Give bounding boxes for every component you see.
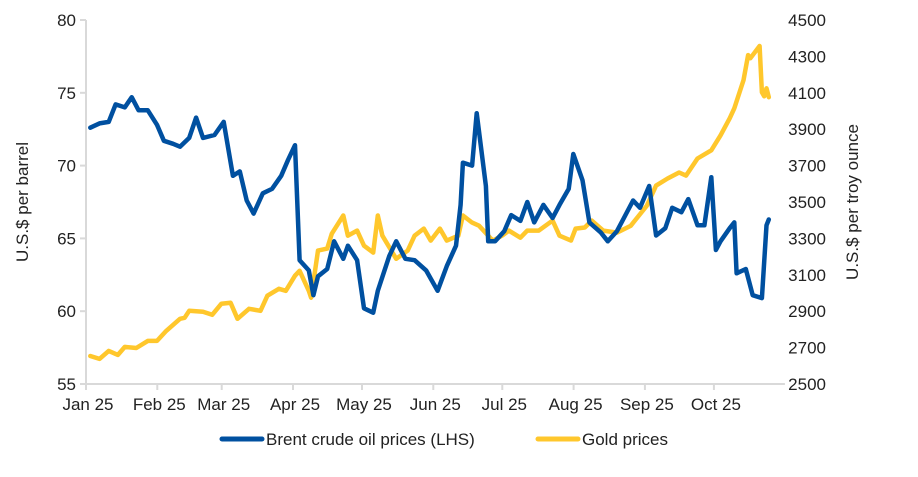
series-line-gold bbox=[88, 43, 772, 362]
y-right-tick-label: 2500 bbox=[788, 375, 826, 394]
y-left-tick-label: 70 bbox=[57, 157, 76, 176]
x-tick-label: Mar 25 bbox=[197, 395, 250, 414]
y-right-tick-label: 3900 bbox=[788, 120, 826, 139]
x-tick-label: May 25 bbox=[336, 395, 392, 414]
series-layer bbox=[88, 43, 772, 362]
y-right-title: U.S.$ per troy ounce bbox=[843, 124, 862, 280]
x-tick-label: Jul 25 bbox=[482, 395, 527, 414]
y-left-title: U.S.$ per barrel bbox=[13, 142, 32, 262]
y-right-tick-label: 3500 bbox=[788, 193, 826, 212]
y-left-tick-label: 55 bbox=[57, 375, 76, 394]
x-tick-label: Jan 25 bbox=[62, 395, 113, 414]
y-right-tick-label: 2900 bbox=[788, 302, 826, 321]
x-tick-label: Oct 25 bbox=[691, 395, 741, 414]
y-left-tick-label: 75 bbox=[57, 84, 76, 103]
y-right-tick-label: 3700 bbox=[788, 157, 826, 176]
x-tick-label: Jun 25 bbox=[410, 395, 461, 414]
series-line-brent bbox=[88, 94, 772, 315]
y-right-tick-label: 3100 bbox=[788, 266, 826, 285]
x-tick-label: Apr 25 bbox=[270, 395, 320, 414]
y-right-tick-label: 4300 bbox=[788, 47, 826, 66]
y-right-tick-label: 4100 bbox=[788, 84, 826, 103]
legend-label-gold: Gold prices bbox=[582, 430, 668, 449]
y-right-tick-label: 4500 bbox=[788, 11, 826, 30]
y-right-tick-label: 3300 bbox=[788, 229, 826, 248]
x-tick-label: Feb 25 bbox=[133, 395, 186, 414]
x-tick-label: Aug 25 bbox=[549, 395, 603, 414]
axes: 55 60 65 70 75 80 2500 2700 2900 3100 3300 3500 3700… bbox=[57, 11, 826, 414]
y-left-tick-label: 80 bbox=[57, 11, 76, 30]
y-right-tick-label: 2700 bbox=[788, 339, 826, 358]
y-left-tick-label: 65 bbox=[57, 229, 76, 248]
legend-label-brent: Brent crude oil prices (LHS) bbox=[266, 430, 475, 449]
y-left-tick-label: 60 bbox=[57, 302, 76, 321]
x-tick-label: Sep 25 bbox=[620, 395, 674, 414]
legend: Brent crude oil prices (LHS) Gold prices bbox=[219, 430, 668, 449]
